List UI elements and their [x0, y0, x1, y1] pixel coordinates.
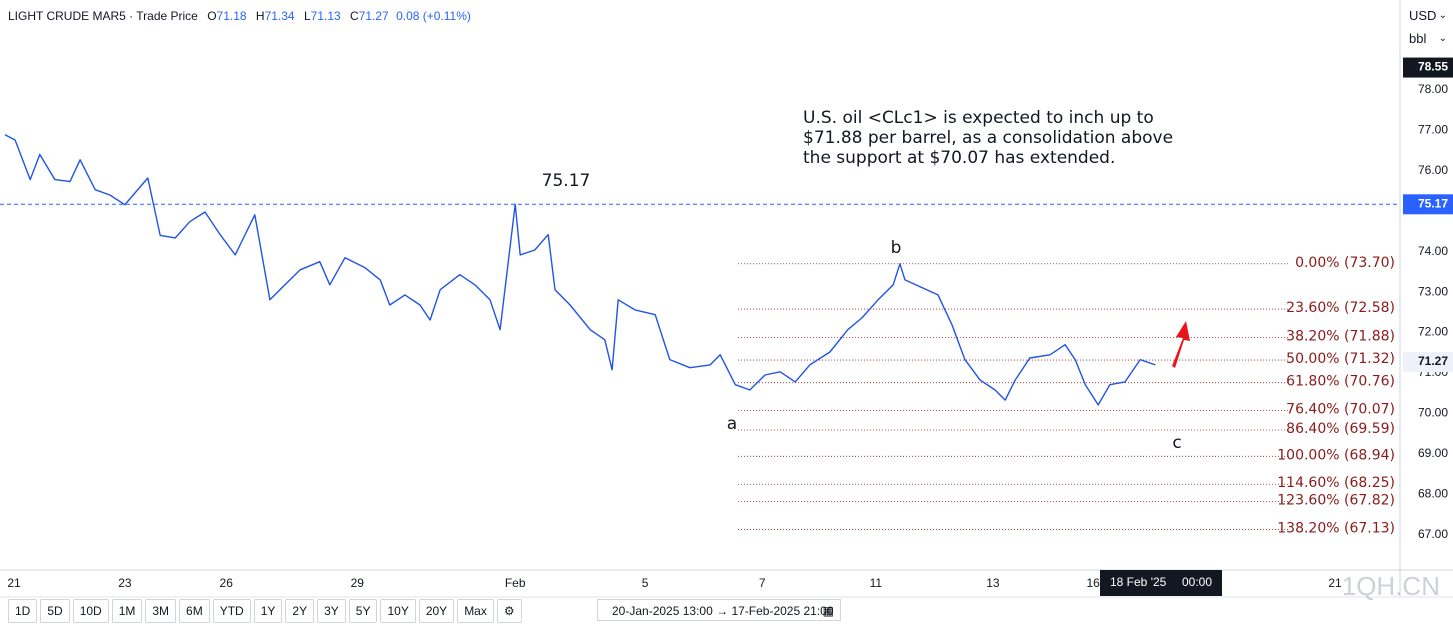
range-button[interactable]: 5D	[40, 599, 70, 623]
x-tick-label: 5	[642, 576, 649, 590]
header: LIGHT CRUDE MAR5 · Trade Price O71.18 H7…	[8, 9, 471, 23]
x-tick-label: Feb	[505, 576, 526, 590]
range-button[interactable]: YTD	[212, 599, 251, 623]
y-tick-label: 70.00	[1418, 406, 1448, 420]
wave-label: c	[1172, 433, 1181, 453]
range-button[interactable]: 1Y	[253, 599, 283, 623]
range-button[interactable]: 10D	[72, 599, 109, 623]
price-line	[4, 134, 1156, 406]
unit-select[interactable]: bbl ⌄	[1403, 28, 1451, 50]
x-tick-label: 16	[1086, 576, 1100, 590]
chevron: ⌄	[1438, 10, 1447, 21]
ohlc-value: 71.34	[264, 9, 295, 23]
calendar-icon: ▦	[822, 604, 834, 618]
x-tick-label: 11	[870, 576, 883, 590]
fib-label: 86.40% (69.59)	[1286, 421, 1395, 437]
range-button[interactable]: 5Y	[348, 599, 378, 623]
fib-label: 23.60% (72.58)	[1286, 300, 1395, 316]
x-tick-label: 7	[759, 576, 766, 590]
date-to: 17-Feb-2025 21:00	[731, 604, 834, 618]
price-type: Trade Price	[136, 9, 198, 23]
annotation: $71.88 per barrel, as a consolidation ab…	[803, 128, 1173, 148]
ohlc-label: C	[350, 9, 359, 23]
unit: bbl	[1409, 31, 1427, 46]
fib-label: 0.00% (73.70)	[1295, 255, 1395, 271]
range-button[interactable]: Max	[457, 599, 494, 623]
wave-label: a	[727, 414, 737, 434]
wave-label: b	[891, 238, 902, 258]
x-tick-label: 29	[351, 576, 365, 590]
y-tick-label: 68.00	[1418, 487, 1448, 501]
range-button[interactable]: 6M	[179, 599, 210, 623]
date-range[interactable]: 20-Jan-2025 13:00 → 17-Feb-2025 21:00 ▦	[597, 599, 841, 621]
x-tick-label: 13	[986, 576, 1000, 590]
price-tag-label: 78.55	[1418, 60, 1448, 74]
arrow	[1172, 321, 1190, 368]
price-tag	[1403, 194, 1453, 215]
crosshair-time: 00:00	[1182, 575, 1212, 589]
fib-label: 76.40% (70.07)	[1286, 402, 1395, 418]
annotation: the support at $70.07 has extended.	[803, 148, 1115, 168]
change: 0.08 (+0.11%)	[396, 9, 471, 23]
date-sep: →	[716, 604, 729, 618]
range-button[interactable]: 20Y	[418, 599, 455, 623]
y-tick-label: 78.00	[1418, 82, 1448, 96]
y-tick-label: 72.00	[1418, 325, 1448, 339]
fib-label: 123.60% (67.82)	[1277, 493, 1395, 509]
watermark: 1QH.CN	[1342, 571, 1440, 601]
y-tick-label: 76.00	[1418, 163, 1448, 177]
y-tick-label: 67.00	[1418, 527, 1448, 541]
y-tick-label: 77.00	[1418, 122, 1448, 136]
ohlc-value: 71.13	[310, 9, 341, 23]
ohlc-label: H	[255, 9, 265, 23]
range-button[interactable]: 1M	[111, 599, 143, 623]
annotation: U.S. oil <CLc1> is expected to inch up t…	[803, 108, 1154, 128]
x-tick-label: 21	[1328, 576, 1342, 590]
range-button[interactable]: 3Y	[317, 599, 346, 623]
fib-label: 114.60% (68.25)	[1277, 475, 1395, 491]
date-from: 20-Jan-2025 13:00	[612, 604, 713, 618]
range-button[interactable]: 3M	[145, 599, 177, 623]
separator: ·	[129, 9, 134, 23]
range-toolbar: 1D 5D 10D 1M 3M 6M YTD 1Y 2Y 3Y 5Y 10Y 20Y Max ⚙	[8, 599, 522, 623]
fib-label: 61.80% (70.76)	[1286, 374, 1395, 390]
range-button[interactable]: 1D	[8, 599, 38, 623]
currency: USD	[1409, 8, 1437, 23]
peak-label: 75.17	[542, 171, 591, 191]
price-tag-label: 75.17	[1418, 196, 1448, 210]
ohlc-value: 71.18	[216, 9, 247, 23]
ohlc-value: 71.27	[358, 9, 389, 23]
range-button[interactable]: 10Y	[380, 599, 416, 623]
crosshair-tag	[1100, 570, 1222, 596]
settings-button[interactable]: ⚙	[496, 599, 522, 623]
ohlc-label: O	[207, 9, 217, 23]
price-tag	[1403, 57, 1453, 78]
price-tag	[1403, 352, 1453, 373]
x-tick-label: 26	[220, 576, 234, 590]
y-tick-label: 74.00	[1418, 244, 1448, 258]
y-tick-label: 73.00	[1418, 284, 1448, 298]
fib-label: 100.00% (68.94)	[1277, 447, 1395, 463]
currency-select[interactable]: USD ⌄	[1403, 5, 1451, 27]
range-button[interactable]: 2Y	[285, 599, 315, 623]
price-tag-label: 71.27	[1418, 354, 1448, 368]
y-tick-label: 69.00	[1418, 446, 1448, 460]
x-tick-label: 23	[118, 576, 132, 590]
crosshair-date: 18 Feb '25	[1110, 575, 1167, 589]
fib-label: 38.20% (71.88)	[1286, 328, 1395, 344]
fib-label: 138.20% (67.13)	[1277, 521, 1395, 537]
symbol: LIGHT CRUDE MAR5	[8, 9, 126, 23]
x-tick-label: 21	[7, 576, 21, 590]
fib-label: 50.00% (71.32)	[1286, 351, 1395, 367]
chevron: ⌄	[1438, 33, 1447, 44]
ohlc-label: L	[303, 9, 311, 23]
